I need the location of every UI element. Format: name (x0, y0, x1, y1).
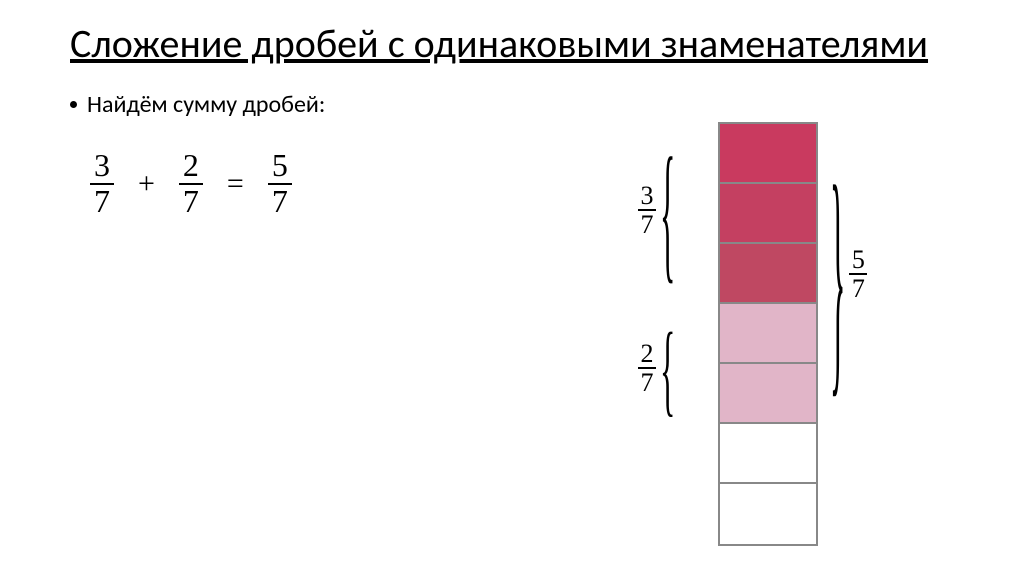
fraction-3: 5 7 (268, 149, 292, 218)
bullet-line: Найдём сумму дробей: (70, 90, 954, 119)
brace-right-icon: } (830, 146, 845, 402)
operator-plus: + (134, 167, 159, 201)
fraction-diagram: 3 7 { 2 7 { } 5 7 (588, 122, 948, 562)
label-2-7-den: 7 (641, 369, 654, 396)
fraction-1-den: 7 (90, 185, 114, 219)
page-title: Сложение дробей с одинаковыми знаменател… (70, 20, 954, 68)
fraction-bar-column (718, 122, 818, 546)
operator-equals: = (223, 167, 248, 201)
label-2-7: 2 7 { (638, 340, 675, 396)
fraction-2-den: 7 (179, 185, 203, 219)
brace-left-mid-icon: { (660, 317, 675, 419)
fraction-2-num: 2 (179, 149, 203, 183)
label-3-7-num: 3 (641, 182, 654, 209)
bullet-dot (70, 101, 77, 108)
fraction-1: 3 7 (90, 149, 114, 218)
label-3-7: 3 7 { (638, 182, 675, 238)
fraction-1-num: 3 (90, 149, 114, 183)
label-2-7-fraction: 2 7 (638, 340, 656, 396)
fraction-cell (720, 184, 816, 244)
bullet-text: Найдём сумму дробей: (87, 90, 325, 119)
fraction-cell (720, 244, 816, 304)
label-5-7-den: 7 (852, 275, 865, 302)
label-3-7-den: 7 (641, 211, 654, 238)
fraction-cell (720, 484, 816, 544)
fraction-3-num: 5 (268, 149, 292, 183)
label-5-7-num: 5 (852, 246, 865, 273)
label-2-7-num: 2 (641, 340, 654, 367)
fraction-cell (720, 304, 816, 364)
label-5-7: } 5 7 (830, 246, 867, 302)
fraction-cell (720, 424, 816, 484)
fraction-3-den: 7 (268, 185, 292, 219)
label-5-7-fraction: 5 7 (849, 246, 867, 302)
fraction-cell (720, 364, 816, 424)
label-3-7-fraction: 3 7 (638, 182, 656, 238)
fraction-cell (720, 124, 816, 184)
brace-left-top-icon: { (660, 133, 675, 287)
fraction-2: 2 7 (179, 149, 203, 218)
